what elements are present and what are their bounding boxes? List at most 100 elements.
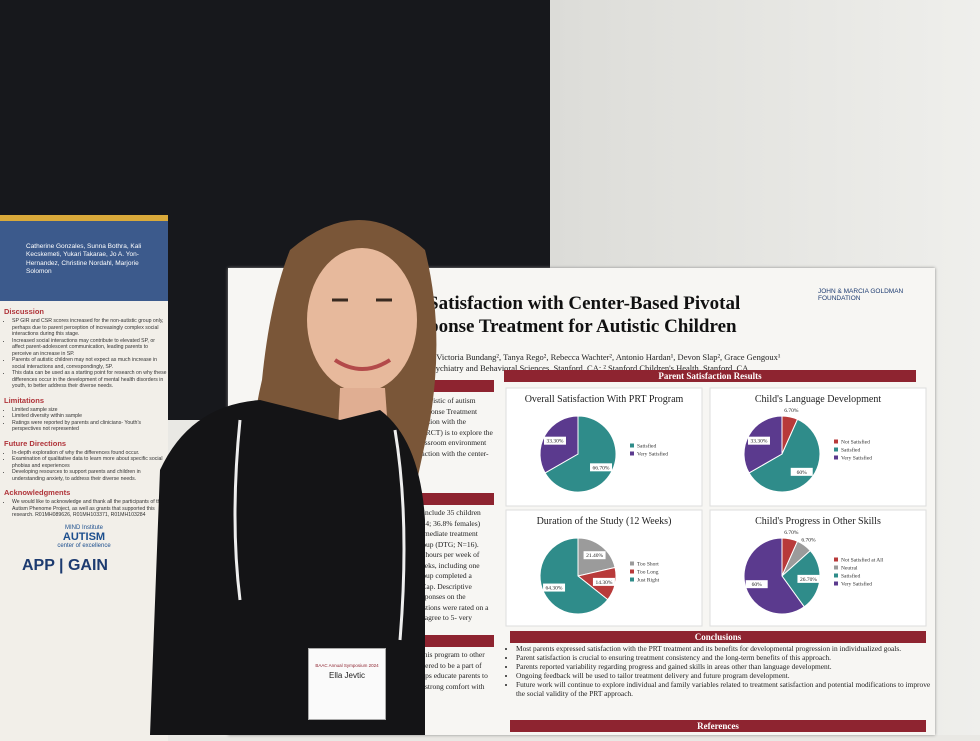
bullet: Limited diversity within sample [12,413,168,420]
legend-swatch [630,561,634,566]
bullet-list: We would like to acknowledge and thank a… [0,499,168,519]
bullet: Limited sample size [12,407,168,414]
legend-label: Not Satisfied at All [841,557,884,564]
section-heading: Discussion [4,307,45,316]
section-header [414,635,494,647]
legend-label: Not Satisfied [841,439,870,446]
text-line: DCap. Descriptive [416,581,472,591]
label-bg [590,463,613,472]
bullet: We would like to acknowledge and thank a… [12,499,168,519]
bullet-list: In-depth exploration of why the differen… [0,450,168,483]
bullet-list: Limited sample sizeLimited diversity wit… [0,407,168,433]
face [307,248,417,392]
text-line: immediate treatment [416,529,478,538]
sections: Discussion SP GIR and CSR scores increase… [0,307,168,519]
label-bg [543,436,566,445]
title-line: Satisfaction with Center-Based Pivotal [428,293,741,314]
label-bg [592,577,615,586]
legend-swatch [630,569,634,574]
pie-title: Child's Progress in Other Skills [755,516,881,527]
value-label: 33.30% [750,439,767,445]
text-line: weeks, including one [416,560,480,570]
conclusions: Most parents expressed satisfaction with… [504,644,936,698]
text-line: 5.94; 36.8% females) [416,518,481,528]
conclusion: Parent satisfaction is crucial to ensuri… [516,653,936,662]
legend-swatch [630,577,634,582]
value-label: 14.30% [595,580,612,586]
legend-label: Neutral [841,566,858,572]
bullet: Ratings were reported by parents and cli… [12,420,168,433]
text-line: group completed a [416,571,472,580]
legend-swatch [834,565,838,570]
jacket-trim [233,419,406,641]
author-line: Maria Victoria Bundang², Tanya Rego², Re… [414,352,781,362]
text-line: racteristic of autism [416,396,476,405]
authors: Maria Victoria Bundang², Tanya Rego², Re… [414,352,780,374]
text-line: d this program to other [416,650,485,659]
methods-text: ts include 35 children 5.94; 36.8% female… [416,508,496,624]
text-line: sfaction with the center- [416,448,489,458]
label-bg [747,436,770,445]
text-line: responses on the [416,592,466,601]
value-label: 60% [797,470,808,476]
legend-swatch [630,451,634,456]
conclusion: Most parents expressed satisfaction with… [516,644,936,653]
bullet: In-depth exploration of why the differen… [12,450,168,457]
conclusion: Parents reported variability regarding p… [516,662,936,671]
bullet: SP GIR and CSR scores increased for the … [12,318,168,338]
value-label: 6.70% [784,530,799,536]
text-line: 12 hours per week of [416,550,480,559]
text-line: sfaction with the [416,417,466,426]
conclusion: Ongoing feedback will be used to tailor … [516,671,936,680]
value-label: 6.70% [784,408,799,414]
text-line: group (DTG; N=16). [416,539,479,549]
section-heading: Acknowledgments [4,488,71,497]
text-line: classroom environment [416,438,487,447]
badge-name: Ella Jevtic [328,671,365,680]
pie-title: Duration of the Study (12 Weeks) [537,516,672,527]
pie-charts: Overall Satisfaction With PRT Program 66.… [505,387,927,627]
value-label: 26.70% [800,577,817,583]
authors: Catherine Gonzales, Sunna Bothra, Kali K… [0,221,168,301]
legend-label: Just Right [637,578,660,584]
logo: MIND Institute AUTISM center of excellen… [0,525,168,549]
pie-slice [544,415,617,493]
results-text: d this program to other owered to be a pa… [416,650,496,692]
references-header: References [510,720,926,732]
text-line: al (RCT) is to explore the [416,427,493,437]
name-badge: BAAC Annual Symposium 2024 Ella Jevtic [308,648,386,720]
left-poster: Catherine Gonzales, Sunna Bothra, Kali K… [0,215,168,741]
legend-label: Satisfied [841,447,860,454]
value-label: 60% [752,582,763,588]
legend-label: Satisfied [637,443,656,450]
smile [333,358,392,371]
value-label: 21.40% [586,553,603,559]
title-line: ponse Treatment for Autistic Children [428,316,737,337]
text-line: disagree to 5- very [416,613,473,622]
value-label: 33.30% [546,439,563,445]
text-line: owered to be a part of [416,660,482,670]
logo-sub: center of excellence [57,542,111,549]
section-heading: Future Directions [4,438,67,448]
conclusions-header: Conclusions [510,631,926,643]
conclusion: Future work will continue to explore ind… [516,680,936,698]
label-bg [797,574,820,583]
value-label: 66.70% [593,465,610,471]
logo-top: MIND Institute [64,524,103,531]
bullet: Developing resources to support parents … [12,469,168,482]
bullet: Parents of autistic children may not exp… [12,357,168,370]
value-label: 64.30% [546,586,563,592]
text-line: ts include 35 children [416,508,481,517]
legend-swatch [834,581,838,586]
legend-swatch [834,455,838,460]
section-header [414,493,494,505]
text-line: ed strong comfort with [416,681,485,691]
legend-swatch [834,439,838,444]
text-line: helps educate parents to [416,671,488,680]
pie-slice [539,537,609,615]
foundation-logo: JOHN & MARCIA GOLDMAN FOUNDATION [818,288,904,302]
pie-title: Child's Language Development [755,394,881,405]
legend-swatch [834,447,838,452]
affiliation: t of Psychiatry and Behavioral Sciences,… [414,363,749,373]
label-bg [745,580,768,589]
